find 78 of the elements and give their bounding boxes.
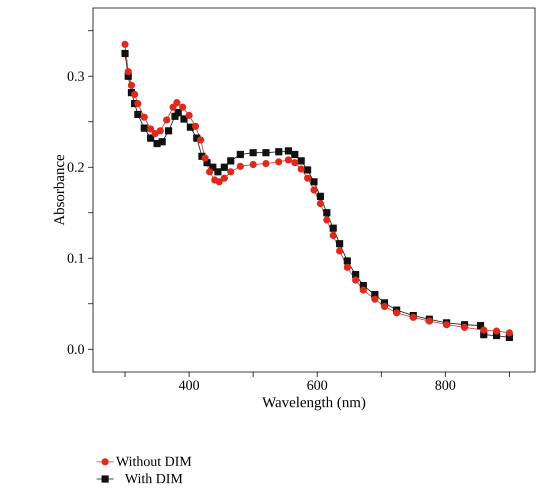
point [460,324,468,331]
point [140,124,148,132]
point [304,166,312,174]
x-tick-label: 400 [178,380,200,390]
y-tick-label: 0.0 [68,344,84,354]
point [323,216,330,224]
point [165,127,172,134]
x-tick-label: 600 [307,380,328,390]
point [147,125,154,133]
point [173,99,181,106]
point [169,104,177,111]
point [304,174,312,182]
point [262,160,270,168]
point [158,138,166,146]
point [202,154,209,162]
point [506,329,513,336]
point [124,68,132,76]
point [380,302,388,310]
y-tick-label: 0.1 [68,253,84,263]
point [336,247,344,255]
x-axis-title: Wavelength (nm) [262,396,366,410]
point [316,192,324,200]
point [316,200,324,208]
point [330,224,337,232]
point [371,296,378,303]
point [214,168,222,176]
point [179,104,186,111]
point [206,168,214,176]
point [128,82,136,89]
point [197,136,204,144]
point [131,90,138,98]
point [174,109,182,116]
point [262,149,270,156]
x-tick-label: 800 [435,380,456,390]
point [298,165,305,173]
point [393,309,400,316]
point [134,100,142,108]
point [480,326,488,334]
point [352,276,360,284]
point [291,150,298,158]
point [227,157,234,164]
point [227,168,234,176]
point [344,264,351,271]
point [152,130,159,138]
point [310,178,318,186]
point [344,257,351,265]
legend-label: With DIM [124,473,182,484]
point [360,286,367,294]
point [275,158,282,166]
point [330,232,337,240]
y-tick-label: 0.3 [68,71,84,81]
point [140,114,148,121]
point [250,160,257,168]
point [121,40,129,48]
point [236,162,244,170]
point [250,149,257,156]
point [186,112,193,119]
point [336,240,344,248]
point [156,127,164,134]
point [192,122,200,130]
point [284,147,292,154]
y-axis-title: Absorbance [54,154,64,226]
point [134,110,142,118]
point [298,157,305,164]
point [220,174,228,182]
point [492,327,500,335]
point [284,156,292,164]
legend-label: Without DIM [116,456,192,466]
point [291,159,298,166]
point [220,164,228,171]
point [310,186,318,194]
point [323,209,330,216]
point [275,148,282,156]
point [121,50,129,58]
y-tick-label: 0.2 [68,162,84,172]
point [216,178,223,186]
point [163,116,170,124]
point [236,150,244,158]
